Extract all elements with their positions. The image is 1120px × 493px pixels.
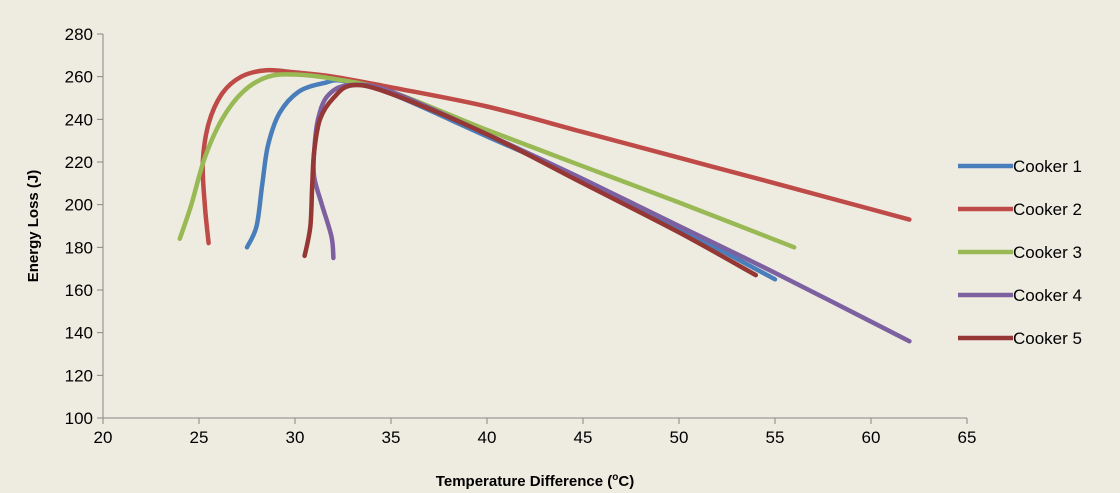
x-tick-label: 65 bbox=[958, 428, 977, 447]
y-tick-label: 140 bbox=[65, 324, 93, 343]
legend-label-cooker-4: Cooker 4 bbox=[1013, 286, 1082, 305]
x-tick-label: 20 bbox=[94, 428, 113, 447]
y-tick-label: 260 bbox=[65, 68, 93, 87]
legend-label-cooker-1: Cooker 1 bbox=[1013, 157, 1082, 176]
x-tick-label: 40 bbox=[478, 428, 497, 447]
y-tick-label: 220 bbox=[65, 153, 93, 172]
y-tick-label: 180 bbox=[65, 238, 93, 257]
x-axis-title-main: Temperature Difference ( bbox=[436, 473, 612, 490]
series-line-cooker-5 bbox=[302, 82, 759, 278]
x-tick-label: 50 bbox=[670, 428, 689, 447]
legend-label-cooker-3: Cooker 3 bbox=[1013, 243, 1082, 262]
axes: 100 120 140 160 180 200 220 240 260 280 20 25 30 35 40… bbox=[65, 25, 977, 447]
x-axis-title-superscript: o bbox=[612, 472, 618, 483]
legend-label-cooker-2: Cooker 2 bbox=[1013, 200, 1082, 219]
x-tick-label: 60 bbox=[862, 428, 881, 447]
x-tick-label: 45 bbox=[574, 428, 593, 447]
x-axis-title-tail: C) bbox=[618, 473, 634, 490]
y-tick-label: 200 bbox=[65, 196, 93, 215]
series-lines bbox=[177, 67, 912, 344]
y-tick-label: 120 bbox=[65, 366, 93, 385]
x-axis-title: Temperature Difference (oC) bbox=[436, 472, 634, 490]
y-tick-label: 240 bbox=[65, 110, 93, 129]
x-tick-label: 35 bbox=[382, 428, 401, 447]
x-tick-label: 30 bbox=[286, 428, 305, 447]
y-tick-label: 280 bbox=[65, 25, 93, 44]
x-tick-label: 25 bbox=[190, 428, 209, 447]
series-line-cooker-4 bbox=[311, 82, 912, 344]
x-tick-label: 55 bbox=[766, 428, 785, 447]
y-tick-label: 160 bbox=[65, 281, 93, 300]
series-line-cooker-3 bbox=[177, 72, 797, 250]
y-axis-title: Energy Loss (J) bbox=[25, 170, 42, 283]
y-tick-label: 100 bbox=[65, 409, 93, 428]
legend: Cooker 1 Cooker 2 Cooker 3 Cooker 4 Cooker 5 bbox=[958, 157, 1082, 348]
legend-label-cooker-5: Cooker 5 bbox=[1013, 329, 1082, 348]
